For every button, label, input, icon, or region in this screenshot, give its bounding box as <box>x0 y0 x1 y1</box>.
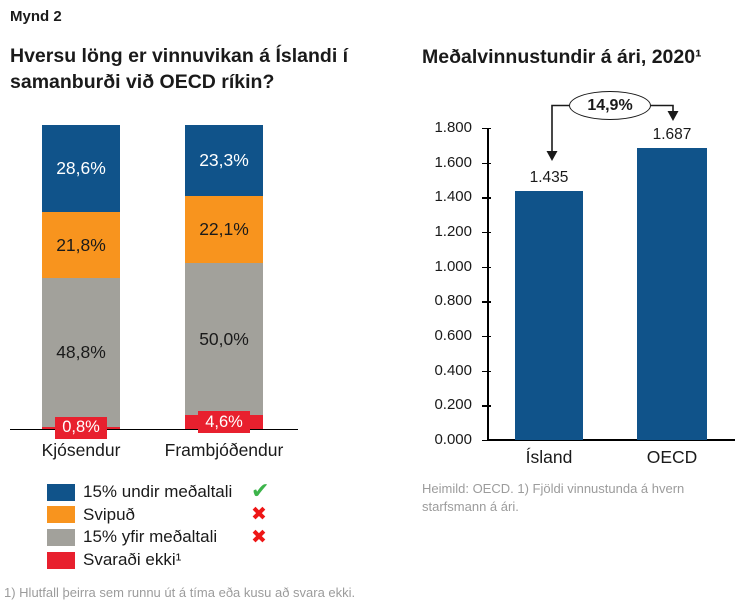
y-tick-label: 0.200 <box>434 396 472 414</box>
y-tick-mark <box>482 162 491 164</box>
bar-ísland <box>515 191 583 440</box>
bar-segment: 28,6% <box>42 125 120 212</box>
legend-item: 15% yfir meðaltali ✖ <box>47 526 347 549</box>
segment-value-badge: 0,8% <box>55 416 107 439</box>
x-category-label-ísland: Ísland <box>525 447 573 467</box>
legend-label: 15% undir meðaltali <box>83 482 233 502</box>
x-category-label-frambjodendur: Frambjóðendur <box>164 440 284 460</box>
y-tick-label: 1.400 <box>434 188 472 206</box>
y-tick-label: 0.000 <box>434 431 472 448</box>
x-category-label-kjosendur: Kjósendur <box>41 440 121 460</box>
left-chart-title: Hversu löng er vinnuvikan á Íslandi í sa… <box>10 45 349 93</box>
arrow-down-icon <box>546 151 558 161</box>
left-chart-x-axis <box>10 428 298 430</box>
bar-segment: 23,3% <box>185 125 263 196</box>
cross-icon: ✖ <box>251 503 267 526</box>
bar-segment: 22,1% <box>185 195 263 263</box>
right-chart-source-note: Heimild: OECD. 1) Fjöldi vinnustunda á h… <box>422 481 685 515</box>
right-chart-title: Meðalvinnustundir á ári, 2020¹ <box>422 46 702 68</box>
legend-swatch <box>47 483 75 501</box>
segment-value-badge: 4,6% <box>198 411 250 433</box>
y-tick-label: 1.800 <box>434 119 472 136</box>
y-tick-mark <box>482 405 491 407</box>
y-tick-mark <box>482 266 491 268</box>
y-tick-label: 0.600 <box>434 327 472 344</box>
bar-segment: 21,8% <box>42 211 120 279</box>
figure-number-label: Mynd 2 <box>10 8 62 25</box>
legend-swatch <box>47 506 75 524</box>
bar-oecd <box>637 147 707 440</box>
y-tick-mark <box>482 336 491 338</box>
legend-item: Svaraði ekki¹ <box>47 549 347 572</box>
y-tick-label: 0.400 <box>434 361 472 379</box>
y-tick-label: 1.200 <box>434 223 472 240</box>
checkmark-icon: ✔ <box>251 479 270 505</box>
y-tick-mark <box>482 232 491 234</box>
bar-segment: 50,0% <box>185 263 263 415</box>
right-chart-y-axis <box>487 128 489 440</box>
legend-label: 15% yfir meðaltali <box>83 527 218 547</box>
bar-segment: 48,8% <box>42 278 120 427</box>
legend-item: 15% undir meðaltali ✔ <box>47 481 347 504</box>
legend-swatch <box>47 528 75 546</box>
cross-icon: ✖ <box>251 525 267 548</box>
x-category-label-oecd: OECD <box>646 447 698 467</box>
right-chart-x-axis <box>487 439 735 441</box>
y-tick-mark <box>482 197 491 199</box>
y-tick-label: 0.800 <box>434 292 472 310</box>
bar-value-label: 1.435 <box>529 169 569 187</box>
legend-swatch <box>47 551 75 569</box>
legend-label: Svipuð <box>83 504 135 524</box>
legend: 15% undir meðaltali ✔ Svipuð ✖ 15% yfir meða… <box>47 481 347 571</box>
stacked-bar-frambjóðendur: 23,3% 22,1% 50,0% 4,6% <box>185 125 263 433</box>
legend-item: Svipuð ✖ <box>47 504 347 527</box>
difference-annotation-badge: 14,9% <box>569 91 651 120</box>
legend-label: Svaraði ekki¹ <box>83 550 182 570</box>
y-tick-label: 1.000 <box>434 257 472 275</box>
arrow-down-icon <box>667 111 679 121</box>
stacked-bar-kjósendur: 28,6% 21,8% 48,8% 0,8% <box>42 125 120 439</box>
y-tick-mark <box>482 301 491 303</box>
y-tick-mark <box>482 370 491 372</box>
left-chart-footnote: 1) Hlutfall þeirra sem runnu út á tíma e… <box>4 585 356 600</box>
y-tick-mark <box>482 128 491 130</box>
y-tick-mark <box>482 440 491 442</box>
bar-value-label: 1.687 <box>652 125 692 143</box>
y-tick-label: 1.600 <box>434 153 472 171</box>
